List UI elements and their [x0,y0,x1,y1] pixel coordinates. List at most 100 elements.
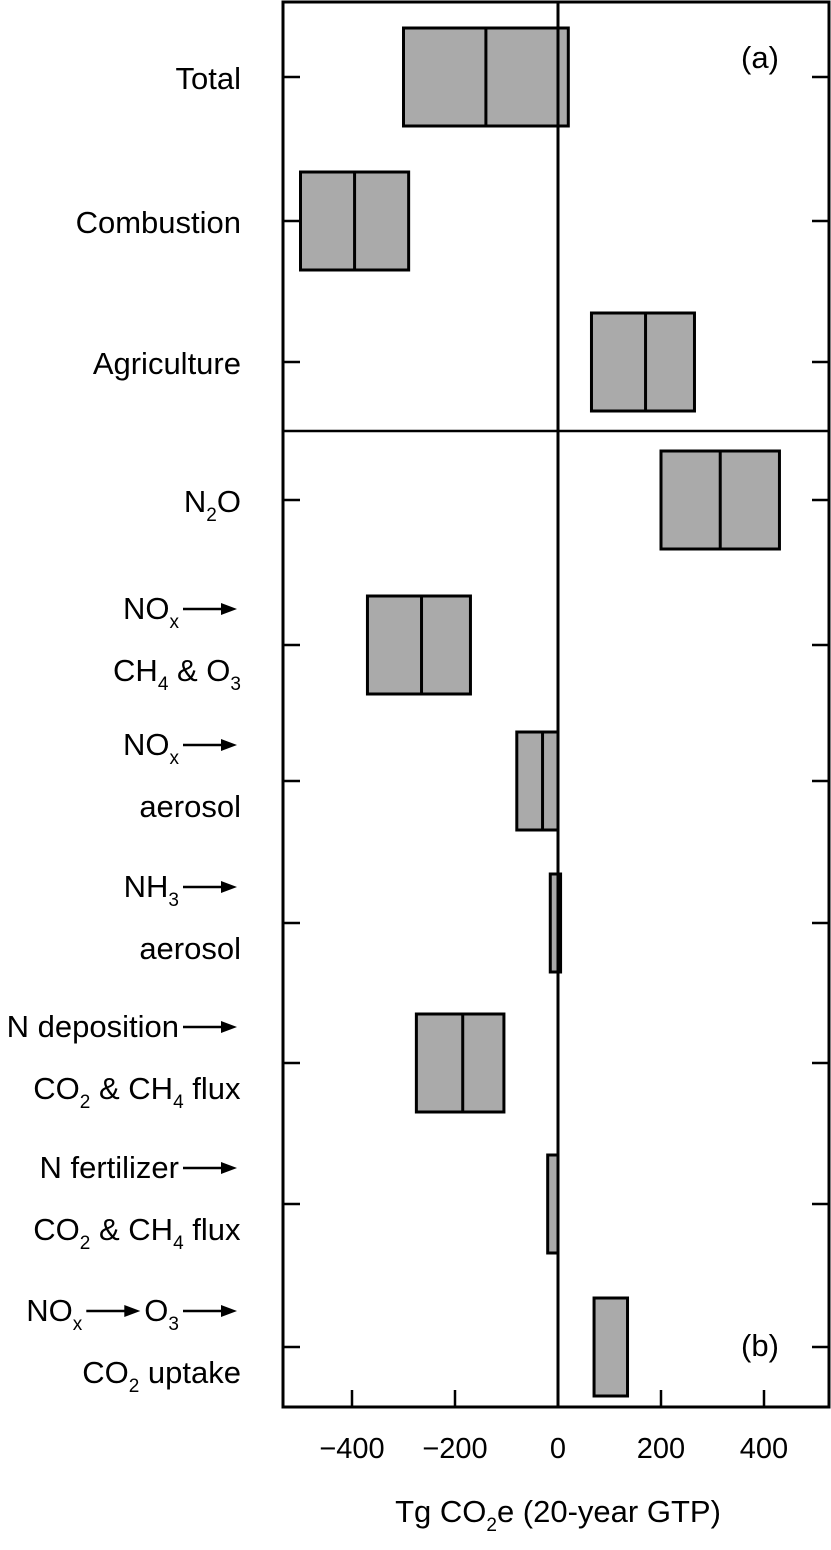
text-run: NO [26,1293,73,1328]
x-axis: −400 −200 0 200 400 [319,1390,788,1465]
subscript: 4 [173,1092,184,1113]
category-label-8-line-1-text: N fertilizer [39,1150,241,1185]
bar-range-7 [414,1012,506,1114]
text-run: Total [176,61,241,96]
category-label-5-line-1: NOx​ [123,727,241,769]
arrow-head [221,881,237,893]
text-run: CO [33,1212,80,1247]
subscript: 2 [129,1376,140,1397]
category-label-6-line-2: aerosol [139,931,241,966]
bar-range-8 [546,1153,560,1255]
panel-label-b: (b) [741,1328,779,1363]
bar-range-2 [589,311,696,413]
subscript: x [170,748,180,769]
subscript: 4 [158,674,169,695]
bar-range-9 [592,1296,630,1398]
text-run: CH [113,653,158,688]
panel-label-a: (a) [741,40,779,75]
x-tick-label-2: 0 [550,1433,566,1465]
text-run: N [184,484,206,519]
text-run: Agriculture [93,346,241,381]
category-label-5-line-2: aerosol [139,789,241,824]
subscript: 2 [486,1515,497,1536]
category-label-4-line-1: NOx​ [123,591,241,633]
category-label-8-line-2-text: CO2​ & CH4​ flux [33,1212,241,1254]
subscript: 2 [80,1233,91,1254]
text-run: & CH [90,1212,173,1247]
x-axis-label: Tg CO2​e (20-year GTP) [395,1494,721,1536]
text-run: N fertilizer [39,1150,179,1185]
category-label-6-line-1: NH3​ [124,869,241,911]
category-label-7-line-1: N deposition [7,1009,241,1044]
text-run: flux [184,1212,241,1247]
category-label-9-line-1-text: NOx​ O3​ [26,1293,241,1335]
x-tick-label-3: 200 [637,1433,685,1465]
x-tick-label-1: −200 [422,1433,487,1465]
bars-layer [299,26,781,1398]
text-run: flux [184,1071,241,1106]
x-axis-label-text: Tg CO2​e (20-year GTP) [395,1494,721,1536]
category-labels: Total Combustion Agriculture N2​O NOx​ CH4​ … [7,61,241,1397]
category-label-8-line-2: CO2​ & CH4​ flux [33,1212,241,1254]
arrow-head [124,1305,141,1317]
category-label-8-line-1: N fertilizer [39,1150,241,1185]
subscript: 3 [168,1314,179,1335]
text-run: O [217,484,241,519]
category-label-7-line-2-text: CO2​ & CH4​ flux [33,1071,241,1113]
text-run: CO [82,1355,129,1390]
text-run: Tg CO [395,1494,486,1529]
category-label-4-line-2: CH4​ & O3​ [113,653,241,695]
text-run: & O [168,653,230,688]
arrow-head [221,603,237,615]
text-run: CO [33,1071,80,1106]
category-label-3: N2​O [184,484,241,526]
category-label-6-line-2-text: aerosol [139,931,241,966]
category-label-6-line-1-text: NH3​ [124,869,241,911]
text-run: & CH [90,1071,173,1106]
subscript: 3 [230,674,241,695]
text-run: uptake [139,1355,241,1390]
category-label-7-line-1-text: N deposition [7,1009,241,1044]
text-run: NO [123,591,170,626]
x-tick-label-4: 400 [740,1433,788,1465]
subscript: 3 [168,890,179,911]
bar-range-4 [365,594,472,696]
category-label-7-line-2: CO2​ & CH4​ flux [33,1071,241,1113]
category-label-2: Agriculture [93,346,241,381]
text-run: aerosol [139,789,241,824]
text-run: O [144,1293,168,1328]
plot-border [281,0,831,1409]
category-label-4-line-2-text: CH4​ & O3​ [113,653,241,695]
arrow-head [221,1305,237,1317]
category-label-0-text: Total [176,61,241,96]
subscript: x [73,1314,83,1335]
category-label-5-line-2-text: aerosol [139,789,241,824]
category-label-4-line-1-text: NOx​ [123,591,241,633]
text-run: NH [124,869,169,904]
category-label-9-line-1: NOx​ O3​ [26,1293,241,1335]
arrow-head [221,1021,237,1033]
text-run: NO [123,727,170,762]
bar-range-6 [548,872,563,974]
category-label-1-text: Combustion [76,205,241,240]
text-run: e (20-year GTP) [497,1494,721,1529]
category-label-0: Total [176,61,241,96]
arrow-head [221,739,237,751]
subscript: 2 [206,505,217,526]
x-tick-label-0: −400 [319,1433,384,1465]
category-label-9-line-2: CO2​ uptake [82,1355,241,1397]
text-run: N deposition [7,1009,179,1044]
category-label-3-text: N2​O [184,484,241,526]
category-label-2-text: Agriculture [93,346,241,381]
subscript: 2 [80,1092,91,1113]
category-label-5-line-1-text: NOx​ [123,727,241,769]
bar-range-5 [515,730,560,832]
text-run: aerosol [139,931,241,966]
plot-frame [281,0,831,1409]
text-run: Combustion [76,205,241,240]
subscript: x [170,612,180,633]
subscript: 4 [173,1233,184,1254]
category-label-1: Combustion [76,205,241,240]
arrow-head [221,1162,237,1174]
category-label-9-line-2-text: CO2​ uptake [82,1355,241,1397]
